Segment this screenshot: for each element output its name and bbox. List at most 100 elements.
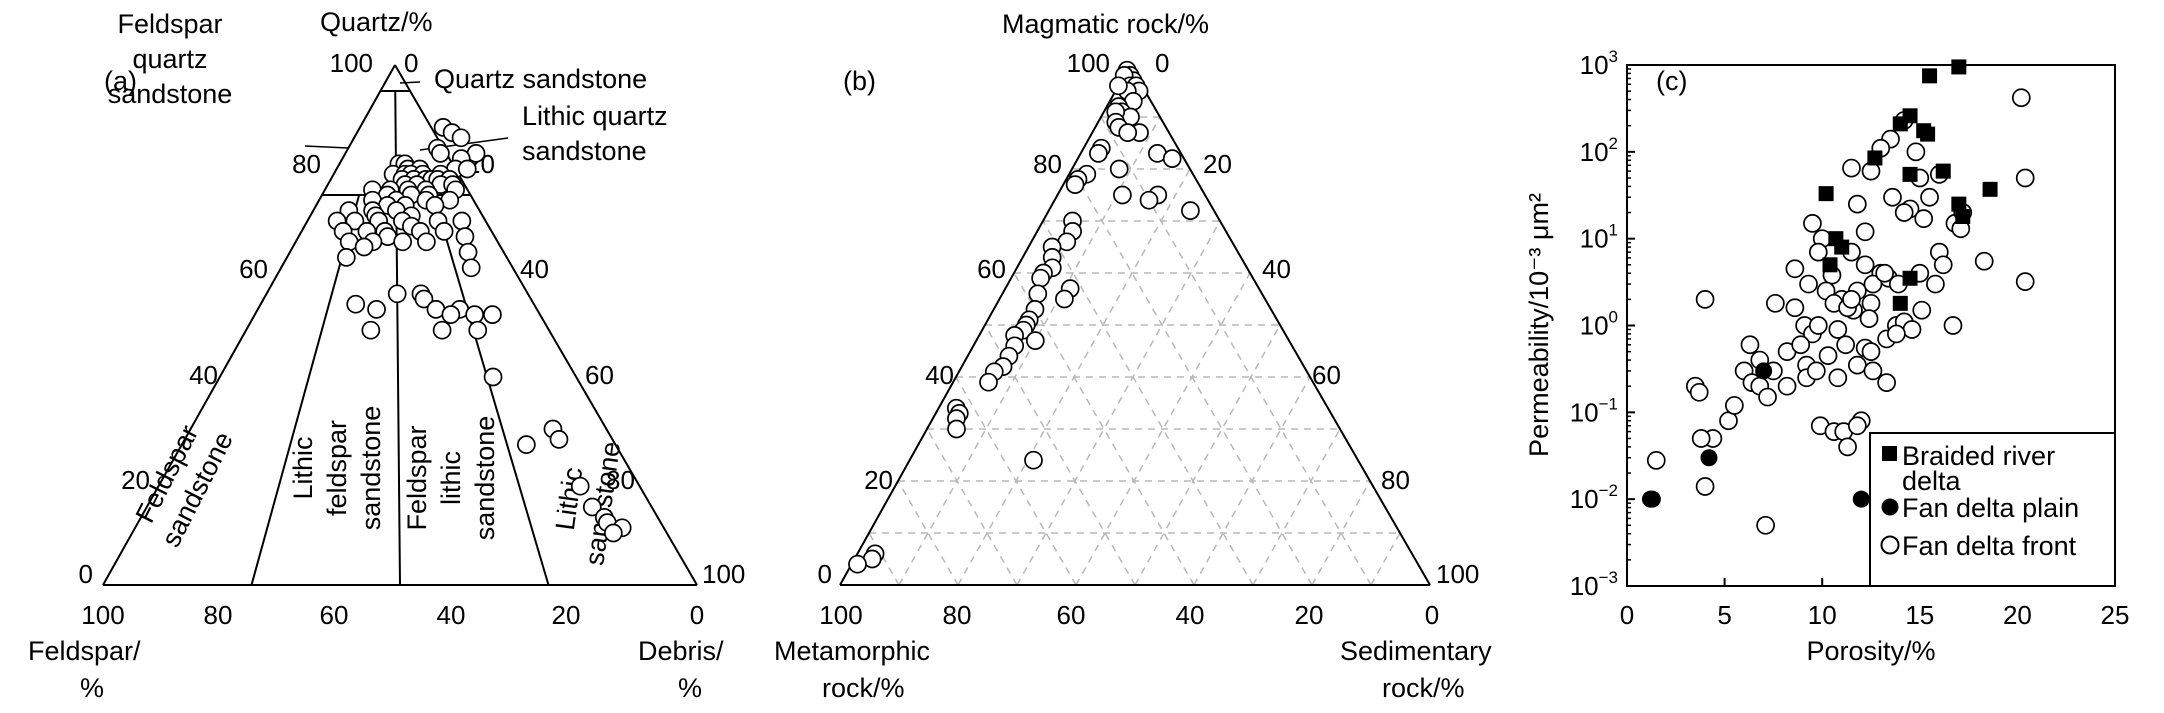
c-x-tick-label: 10	[1808, 600, 1837, 630]
b-data-point	[1055, 289, 1074, 309]
c-point-fan-delta-front	[2015, 272, 2035, 291]
a-data-point	[458, 242, 478, 262]
panel-b-apex-sedimentary-1: Sedimentary	[1340, 636, 1492, 666]
b-bottom-tick-40: 40	[1176, 600, 1205, 630]
c-point-fan-delta-front	[1861, 293, 1881, 313]
a-bottom-tick-40: 40	[437, 600, 466, 630]
b-left-tick-100: 100	[1067, 48, 1110, 78]
a-data-point	[393, 232, 412, 252]
c-point-fan-delta-front	[1914, 209, 1934, 229]
c-y-tick-label: 102	[1580, 134, 1618, 167]
a-data-point	[367, 300, 386, 319]
c-point-fan-delta-front	[1926, 274, 1945, 294]
a-axis-left	[102, 64, 396, 586]
a-data-point	[431, 144, 450, 163]
c-point-braided-river-delta	[1982, 181, 1998, 197]
a-leader-quartz-sandstone	[399, 81, 421, 84]
c-point-braided-river-delta	[1951, 196, 1967, 212]
c-point-fan-delta-front	[1861, 342, 1881, 361]
c-y-tick-exponent: 2	[1609, 134, 1618, 153]
c-y-tick-label: 10−1	[1570, 394, 1618, 427]
a-quartz-tick-0: 0	[79, 559, 93, 589]
c-point-fan-delta-front	[1838, 437, 1857, 457]
a-data-point	[434, 222, 454, 241]
c-point-fan-delta-front	[1695, 477, 1715, 496]
c-point-fan-delta-front	[1906, 142, 1926, 162]
a-quartz-tick-60: 60	[239, 254, 268, 284]
c-point-braided-river-delta	[1834, 239, 1850, 255]
c-point-fan-delta-front	[1859, 309, 1879, 328]
panel-a-apex-feldspar-1: Feldspar/	[28, 636, 141, 666]
b-data-point	[1028, 284, 1048, 304]
panel-a-apex-quartz: Quartz/%	[320, 7, 433, 37]
b-bottom-tick-0: 0	[1425, 600, 1439, 630]
b-grid-line	[926, 428, 1018, 586]
c-point-fan-delta-front	[1740, 335, 1760, 355]
b-right-tick-20: 20	[1203, 149, 1232, 179]
c-point-fan-delta-front	[1847, 355, 1867, 375]
c-point-fan-delta-front	[1799, 274, 1818, 294]
panel-b-apex-metamorphic-1: Metamorphic	[774, 636, 930, 666]
b-data-point	[1109, 159, 1129, 179]
c-point-fan-delta-front	[1883, 187, 1902, 207]
panel-b: (b) Magmatic rock/% Metamorphic rock/% S…	[774, 9, 1492, 703]
c-point-braided-river-delta	[1902, 166, 1918, 182]
b-bottom-tick-80: 80	[943, 600, 972, 630]
c-x-tick-label: 15	[1905, 600, 1934, 630]
panel-b-apex-sedimentary-2: rock/%	[1382, 673, 1465, 703]
c-point-fan-delta-front	[1912, 300, 1932, 320]
c-point-fan-delta-front	[1842, 290, 1861, 309]
c-point-braided-river-delta	[1935, 163, 1951, 179]
c-point-braided-river-delta	[1818, 186, 1834, 202]
b-data-point	[1139, 190, 1159, 210]
a-data-point	[432, 320, 452, 340]
c-point-fan-delta-front	[1808, 316, 1828, 335]
c-point-fan-delta-front	[1974, 251, 1994, 271]
a-debris-tick-40: 40	[520, 254, 549, 284]
c-point-fan-delta-front	[1855, 255, 1875, 275]
label-lithic-feldspar-sandstone: Lithic feldspar sandstone	[288, 406, 386, 531]
a-debris-tick-80: 80	[606, 465, 635, 495]
c-point-fan-delta-front	[1758, 387, 1777, 407]
b-grid-line	[955, 376, 1077, 586]
panel-c-ylabel: Permeability/10⁻³ μm²	[1524, 193, 1554, 457]
c-point-fan-delta-front	[1777, 376, 1797, 396]
c-y-tick-label: 103	[1580, 47, 1618, 80]
a-data-point	[361, 320, 381, 340]
c-x-tick-label: 25	[2101, 600, 2130, 630]
a-data-point	[425, 196, 445, 215]
panel-b-points	[848, 60, 1200, 574]
label-lithic-quartz-sandstone-2: sandstone	[522, 136, 647, 166]
b-left-tick-60: 60	[977, 254, 1006, 284]
label-feldspar-lithic-sandstone-3: sandstone	[470, 416, 500, 541]
a-data-point	[457, 159, 477, 179]
c-point-fan-delta-front	[1943, 316, 1963, 335]
label-lithic-sandstone-1: Lithic	[550, 465, 588, 532]
b-data-point	[848, 554, 867, 574]
c-y-tick-exponent: 3	[1609, 47, 1618, 66]
panel-a: (a) Quartz/% Feldspar quartz sandstone Q…	[28, 7, 745, 703]
c-point-fan-delta-front	[1933, 255, 1953, 275]
panel-a-apex-feldspar-2: %	[80, 673, 104, 703]
c-point-fan-delta-front	[1689, 382, 1709, 402]
c-point-fan-delta-front	[1847, 194, 1867, 214]
a-data-point	[346, 294, 366, 314]
c-x-tick-label: 5	[1717, 600, 1731, 630]
c-point-braided-river-delta	[1920, 126, 1936, 142]
label-lithic-quartz-sandstone-1: Lithic quartz	[522, 101, 668, 131]
b-axis-right	[1129, 64, 1431, 586]
a-data-point	[455, 227, 475, 246]
panel-b-apex-magmatic: Magmatic rock/%	[1002, 9, 1209, 39]
label-feldspar-lithic-sandstone: Feldspar lithic sandstone	[402, 416, 500, 541]
label-feldspar-quartz-sandstone-3: sandstone	[108, 79, 233, 109]
c-y-tick-exponent: −2	[1599, 481, 1618, 500]
c-x-tick-label: 20	[2003, 600, 2032, 630]
legend-label-braided-river-delta-1: Braided river	[1902, 441, 2055, 471]
a-data-point	[549, 430, 569, 449]
c-point-fan-delta-front	[1756, 515, 1775, 535]
c-point-fan-delta-front	[1785, 298, 1805, 318]
panel-a-tag: (a)	[104, 66, 137, 96]
